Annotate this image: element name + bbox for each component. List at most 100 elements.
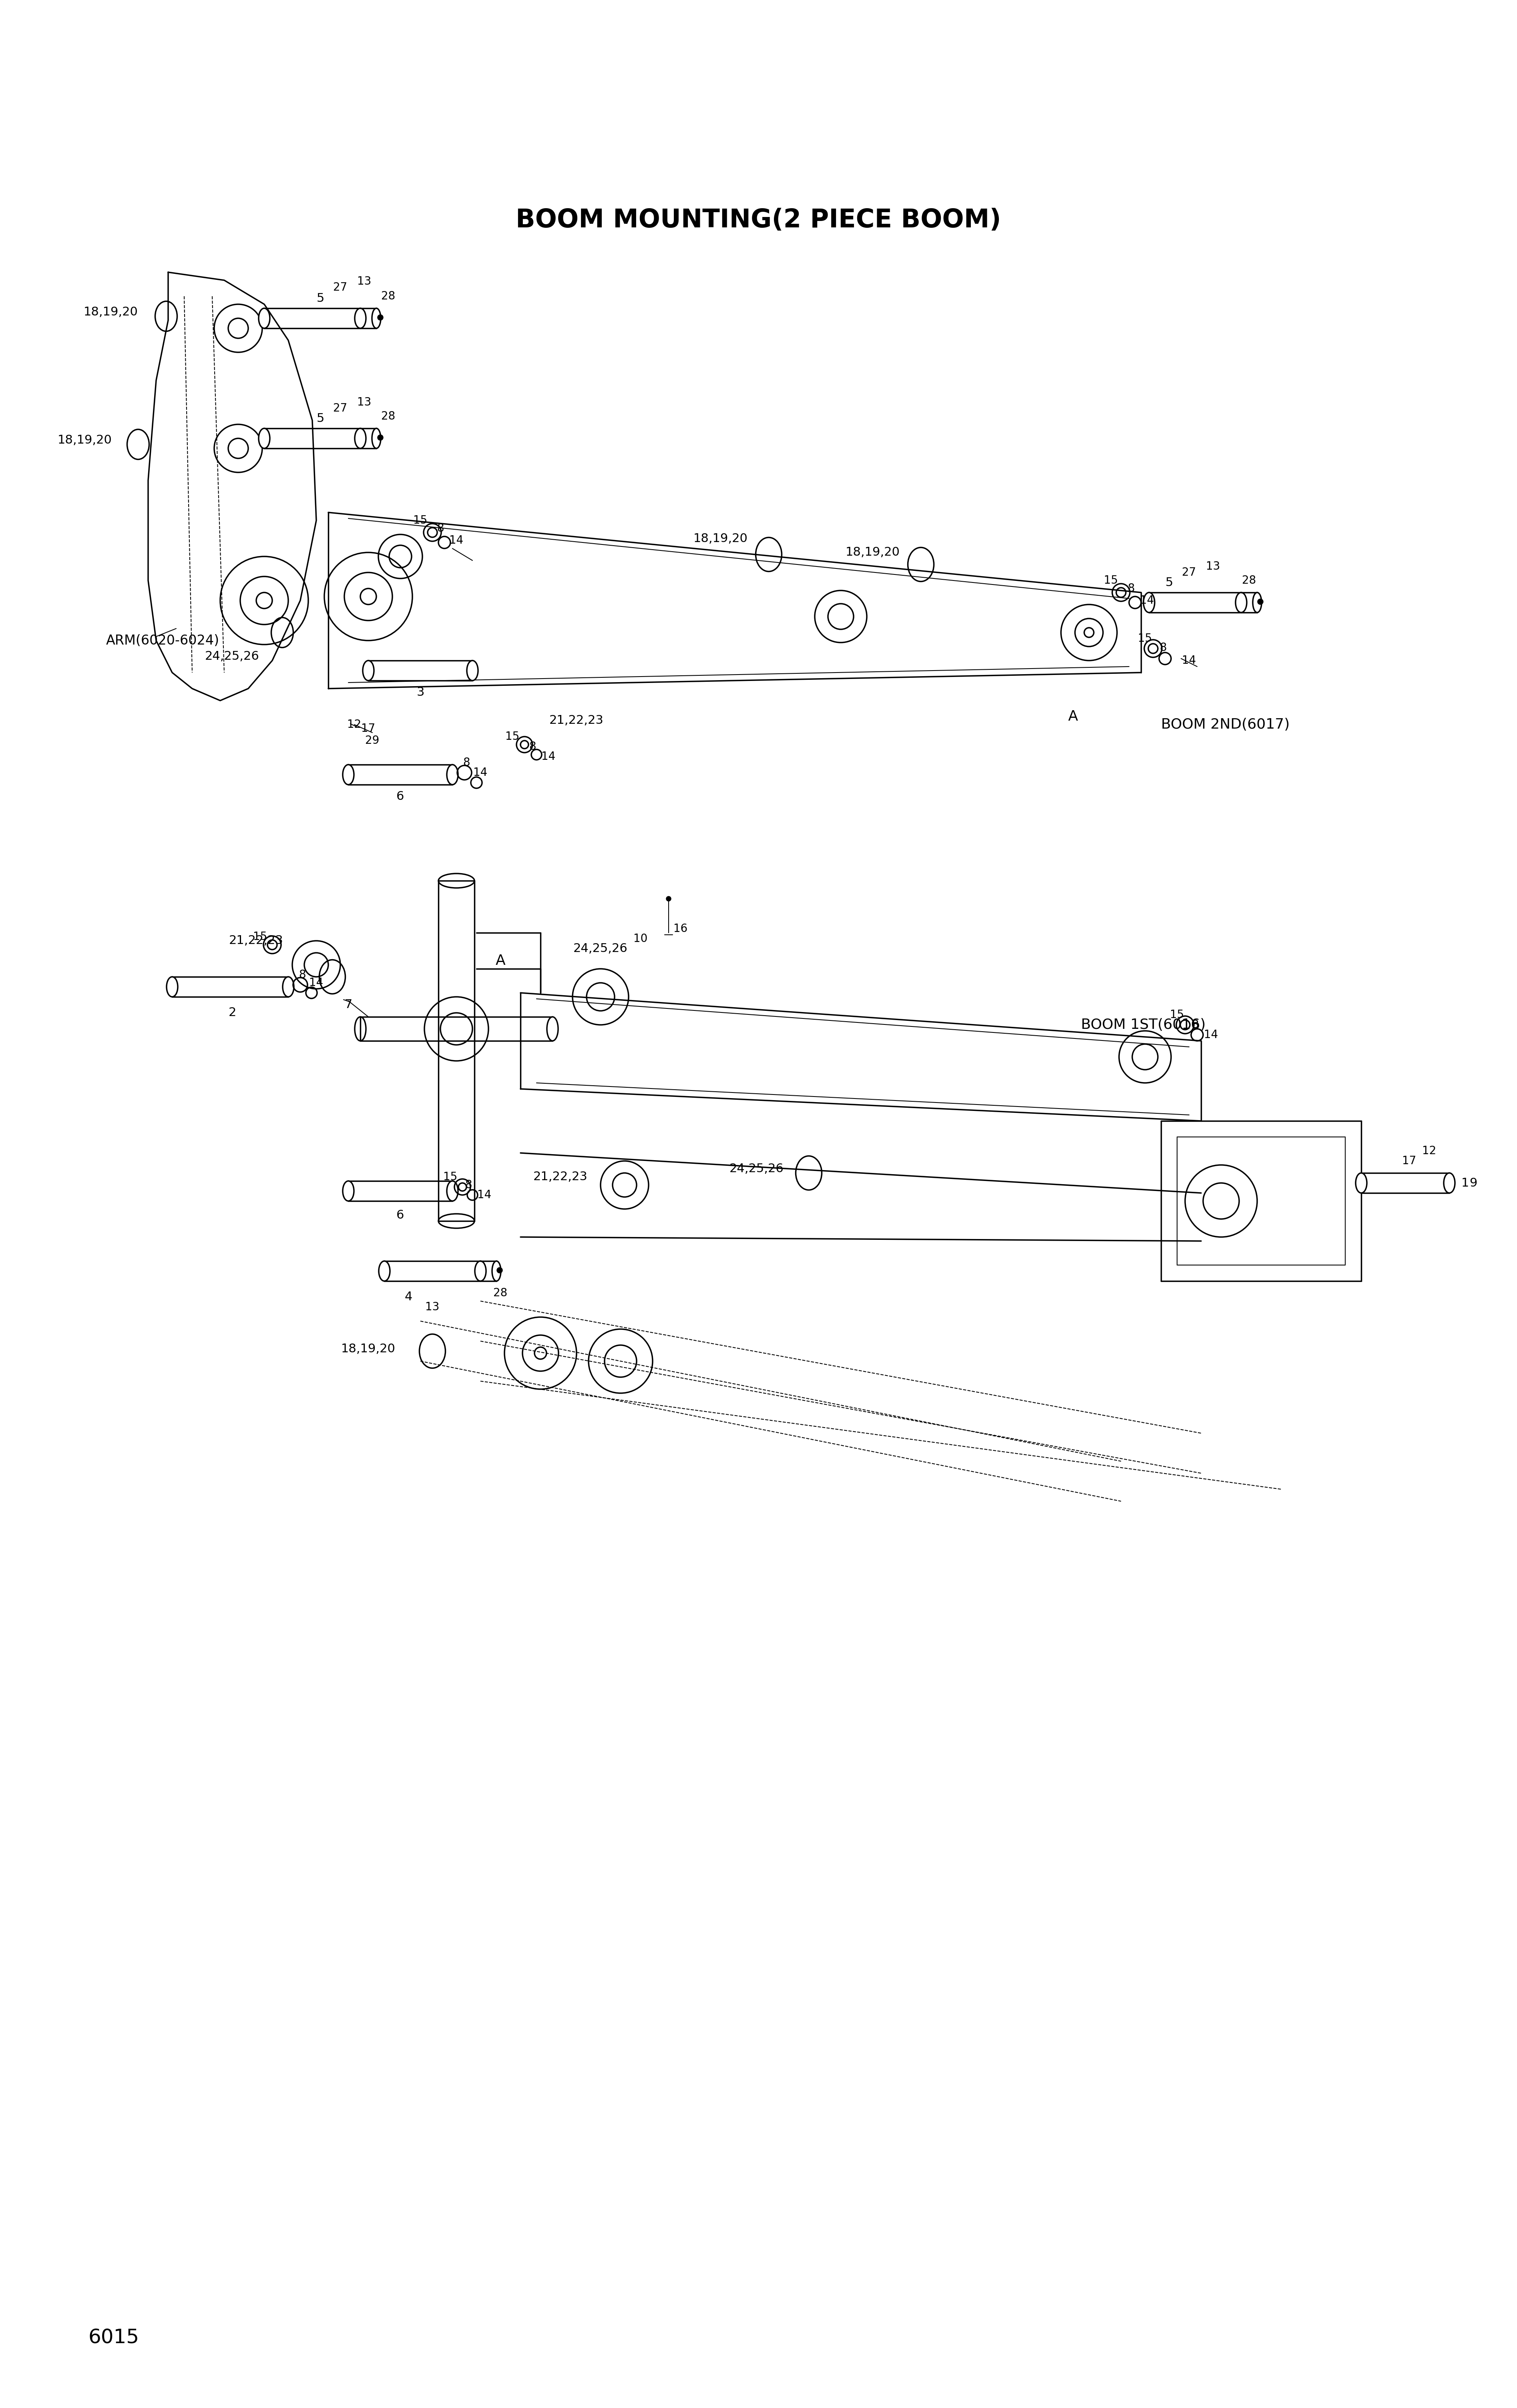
Text: 29: 29 — [366, 734, 379, 746]
Text: BOOM 1ST(6016): BOOM 1ST(6016) — [1082, 1019, 1206, 1031]
Text: 28: 28 — [1242, 576, 1256, 585]
Text: 15: 15 — [1104, 576, 1118, 585]
Text: 14: 14 — [1182, 655, 1195, 667]
Text: 15: 15 — [413, 515, 428, 525]
Text: 9: 9 — [1470, 1178, 1478, 1190]
Ellipse shape — [438, 874, 475, 889]
Ellipse shape — [467, 660, 478, 681]
Text: A: A — [1068, 710, 1079, 722]
Text: 18,19,20: 18,19,20 — [693, 532, 748, 544]
Ellipse shape — [475, 1262, 485, 1281]
Ellipse shape — [448, 1180, 458, 1202]
Text: 10: 10 — [634, 934, 648, 944]
Text: 18,19,20: 18,19,20 — [341, 1344, 396, 1356]
Text: 14: 14 — [542, 751, 555, 763]
Text: 21,22,23: 21,22,23 — [549, 715, 604, 727]
Ellipse shape — [282, 978, 294, 997]
Text: 27: 27 — [334, 402, 347, 414]
Text: BOOM MOUNTING(2 PIECE BOOM): BOOM MOUNTING(2 PIECE BOOM) — [516, 207, 1001, 234]
Ellipse shape — [1144, 592, 1154, 612]
Text: 5: 5 — [317, 291, 325, 303]
Text: 24,25,26: 24,25,26 — [730, 1163, 784, 1175]
Ellipse shape — [343, 1180, 353, 1202]
Text: 15: 15 — [253, 932, 267, 942]
Ellipse shape — [372, 429, 381, 448]
Ellipse shape — [167, 978, 177, 997]
Text: 14: 14 — [1139, 595, 1154, 607]
Text: 6: 6 — [396, 1209, 404, 1221]
Text: 17: 17 — [1402, 1156, 1417, 1165]
Ellipse shape — [372, 308, 381, 327]
Ellipse shape — [355, 429, 366, 448]
Text: 14: 14 — [449, 535, 464, 547]
Text: A: A — [496, 954, 505, 968]
Text: 27: 27 — [1182, 566, 1195, 578]
Text: 17: 17 — [361, 722, 375, 734]
Ellipse shape — [379, 1262, 390, 1281]
Text: 13: 13 — [425, 1300, 440, 1312]
Ellipse shape — [1444, 1173, 1455, 1192]
Text: 13: 13 — [358, 397, 372, 407]
Text: 15: 15 — [1170, 1009, 1185, 1021]
Ellipse shape — [492, 1262, 501, 1281]
Text: 13: 13 — [358, 277, 372, 287]
Circle shape — [498, 1269, 502, 1274]
Text: 15: 15 — [443, 1170, 458, 1182]
Text: 7: 7 — [344, 999, 352, 1011]
Text: 3: 3 — [417, 686, 425, 698]
Text: 18,19,20: 18,19,20 — [845, 547, 900, 559]
Text: 16: 16 — [674, 922, 687, 934]
Text: 6: 6 — [396, 790, 404, 802]
Text: 8: 8 — [1127, 583, 1135, 595]
Circle shape — [378, 315, 382, 320]
Text: 18,19,20: 18,19,20 — [58, 433, 112, 445]
Text: 8: 8 — [1159, 643, 1167, 653]
Ellipse shape — [355, 1016, 366, 1040]
Text: 8: 8 — [1191, 1019, 1198, 1031]
Text: 8: 8 — [463, 756, 470, 768]
Text: BOOM 2ND(6017): BOOM 2ND(6017) — [1161, 718, 1289, 732]
Text: 5: 5 — [1165, 576, 1173, 588]
Ellipse shape — [438, 1214, 475, 1228]
Text: 1: 1 — [1461, 1178, 1468, 1190]
Text: 12: 12 — [347, 720, 361, 730]
Ellipse shape — [355, 308, 366, 327]
Text: 15: 15 — [1138, 633, 1151, 643]
Text: 24,25,26: 24,25,26 — [573, 944, 628, 954]
Text: 6015: 6015 — [88, 2329, 140, 2348]
Text: 2: 2 — [229, 1007, 237, 1019]
Text: 14: 14 — [478, 1190, 492, 1202]
Ellipse shape — [258, 308, 270, 327]
Ellipse shape — [363, 660, 375, 681]
Circle shape — [666, 896, 671, 901]
Text: 27: 27 — [334, 282, 347, 294]
Text: 13: 13 — [1206, 561, 1220, 573]
Text: 28: 28 — [381, 291, 396, 301]
Text: 4: 4 — [405, 1291, 413, 1303]
Text: 24,25,26: 24,25,26 — [205, 650, 259, 662]
Ellipse shape — [343, 766, 353, 785]
Ellipse shape — [1253, 592, 1262, 612]
Text: ARM(6020-6024): ARM(6020-6024) — [106, 633, 220, 648]
Text: 8: 8 — [529, 742, 536, 751]
Text: 28: 28 — [493, 1288, 508, 1298]
Text: 8: 8 — [464, 1180, 472, 1190]
Text: 8: 8 — [437, 523, 444, 535]
Text: 15: 15 — [505, 732, 519, 742]
Text: 28: 28 — [381, 412, 396, 421]
Text: 18,19,20: 18,19,20 — [83, 306, 138, 318]
Ellipse shape — [548, 1016, 558, 1040]
Text: 8: 8 — [299, 968, 306, 980]
Ellipse shape — [1356, 1173, 1367, 1192]
Circle shape — [1258, 600, 1262, 604]
Text: 21,22,23: 21,22,23 — [229, 934, 284, 946]
Text: 14: 14 — [309, 978, 323, 987]
Text: 5: 5 — [317, 412, 325, 424]
Ellipse shape — [448, 766, 458, 785]
Text: 21,22,23: 21,22,23 — [534, 1170, 587, 1182]
Text: 12: 12 — [1423, 1146, 1437, 1156]
Ellipse shape — [1235, 592, 1247, 612]
Text: 14: 14 — [473, 768, 487, 778]
Ellipse shape — [258, 429, 270, 448]
Text: 14: 14 — [1204, 1028, 1218, 1040]
